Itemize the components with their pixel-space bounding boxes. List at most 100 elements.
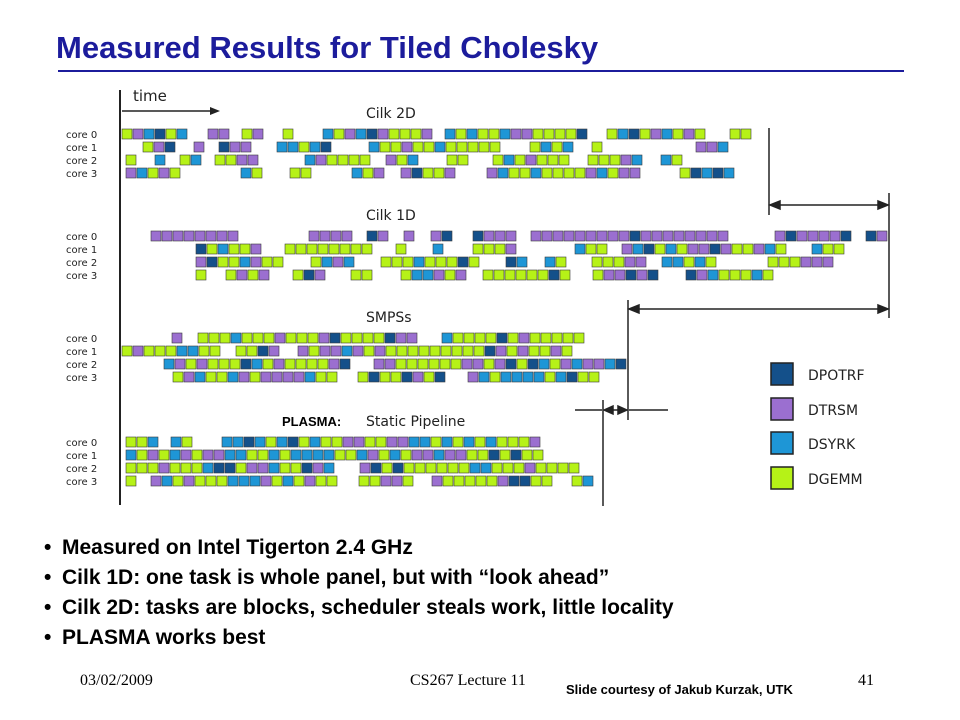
task-tile <box>544 371 556 383</box>
task-tile <box>528 345 540 357</box>
task-tile <box>392 462 404 474</box>
core-labels-plasma: core 0 core 1 core 2 core 3 <box>66 438 97 488</box>
task-tile <box>191 462 203 474</box>
task-tile <box>430 230 442 242</box>
task-tile <box>706 141 718 153</box>
task-tile <box>620 154 632 166</box>
task-tile <box>562 141 574 153</box>
task-tile <box>246 462 258 474</box>
task-tile <box>384 332 396 344</box>
task-tile <box>232 436 244 448</box>
task-tile <box>592 269 604 281</box>
task-tile <box>329 332 341 344</box>
task-tile <box>268 345 280 357</box>
task-tile <box>585 230 597 242</box>
task-tile <box>396 345 408 357</box>
task-tile <box>306 358 318 370</box>
task-tile <box>216 230 228 242</box>
task-tile <box>472 358 484 370</box>
core-label: core 0 <box>66 232 97 243</box>
task-tile <box>251 167 263 179</box>
task-tile <box>183 371 195 383</box>
task-tile <box>683 128 695 140</box>
legend-swatch-dgemm <box>770 466 794 490</box>
task-tile <box>239 256 251 268</box>
task-tile <box>309 436 321 448</box>
task-tile <box>271 371 283 383</box>
task-tile <box>391 475 403 487</box>
task-tile <box>525 154 537 166</box>
task-tile <box>485 332 497 344</box>
task-tile <box>403 462 415 474</box>
task-tile <box>154 154 166 166</box>
task-tile <box>202 449 214 461</box>
task-tile <box>529 141 541 153</box>
task-tile <box>170 436 182 448</box>
task-tile <box>662 230 674 242</box>
task-tile <box>227 230 239 242</box>
task-tile <box>483 358 495 370</box>
task-tile <box>422 269 434 281</box>
task-tile <box>224 449 236 461</box>
task-tile <box>279 462 291 474</box>
task-tile <box>582 358 594 370</box>
task-tile <box>328 243 340 255</box>
task-tile <box>307 332 319 344</box>
task-tile <box>276 436 288 448</box>
task-tile <box>132 345 144 357</box>
task-tile <box>293 475 305 487</box>
task-tile <box>555 256 567 268</box>
task-tile <box>228 243 240 255</box>
legend: DPOTRF DTRSM DSYRK DGEMM <box>770 362 865 490</box>
task-tile <box>683 256 695 268</box>
task-tile <box>561 345 573 357</box>
task-tile <box>574 167 586 179</box>
task-tile <box>455 269 467 281</box>
task-tile <box>314 269 326 281</box>
task-tile <box>444 167 456 179</box>
task-tile <box>322 128 334 140</box>
task-tile <box>444 128 456 140</box>
core-label: core 2 <box>66 464 97 475</box>
task-tile <box>323 449 335 461</box>
task-tile <box>503 154 515 166</box>
task-tile <box>412 371 424 383</box>
task-tile <box>358 475 370 487</box>
task-tile <box>402 475 414 487</box>
task-tile <box>696 269 708 281</box>
task-tile <box>343 256 355 268</box>
task-tile <box>456 141 468 153</box>
task-tile <box>587 154 599 166</box>
task-tile <box>485 436 497 448</box>
task-tile <box>350 269 362 281</box>
bullet-item: Measured on Intel Tigerton 2.4 GHz <box>44 533 674 563</box>
core-label: core 0 <box>66 438 97 449</box>
task-tile <box>573 332 585 344</box>
task-tile <box>196 358 208 370</box>
task-tile <box>833 243 845 255</box>
task-tile <box>400 269 412 281</box>
task-tile <box>444 269 456 281</box>
task-tile <box>604 358 616 370</box>
task-tile <box>588 371 600 383</box>
task-tile <box>402 256 414 268</box>
task-tile <box>500 371 512 383</box>
task-tile <box>598 154 610 166</box>
task-tile <box>163 358 175 370</box>
makespan-markers <box>575 128 891 506</box>
task-tile <box>268 449 280 461</box>
task-tile <box>213 462 225 474</box>
panel-title-cilk2d: Cilk 2D <box>366 106 416 122</box>
task-tile <box>359 154 371 166</box>
task-tile <box>467 371 479 383</box>
task-tile <box>194 230 206 242</box>
task-tile <box>434 371 446 383</box>
task-tile <box>408 436 420 448</box>
task-tile <box>707 269 719 281</box>
task-tile <box>195 269 207 281</box>
task-tile <box>125 449 137 461</box>
task-tile <box>169 462 181 474</box>
task-tile <box>183 475 195 487</box>
footer-lecture: CS267 Lecture 11 <box>410 672 526 689</box>
